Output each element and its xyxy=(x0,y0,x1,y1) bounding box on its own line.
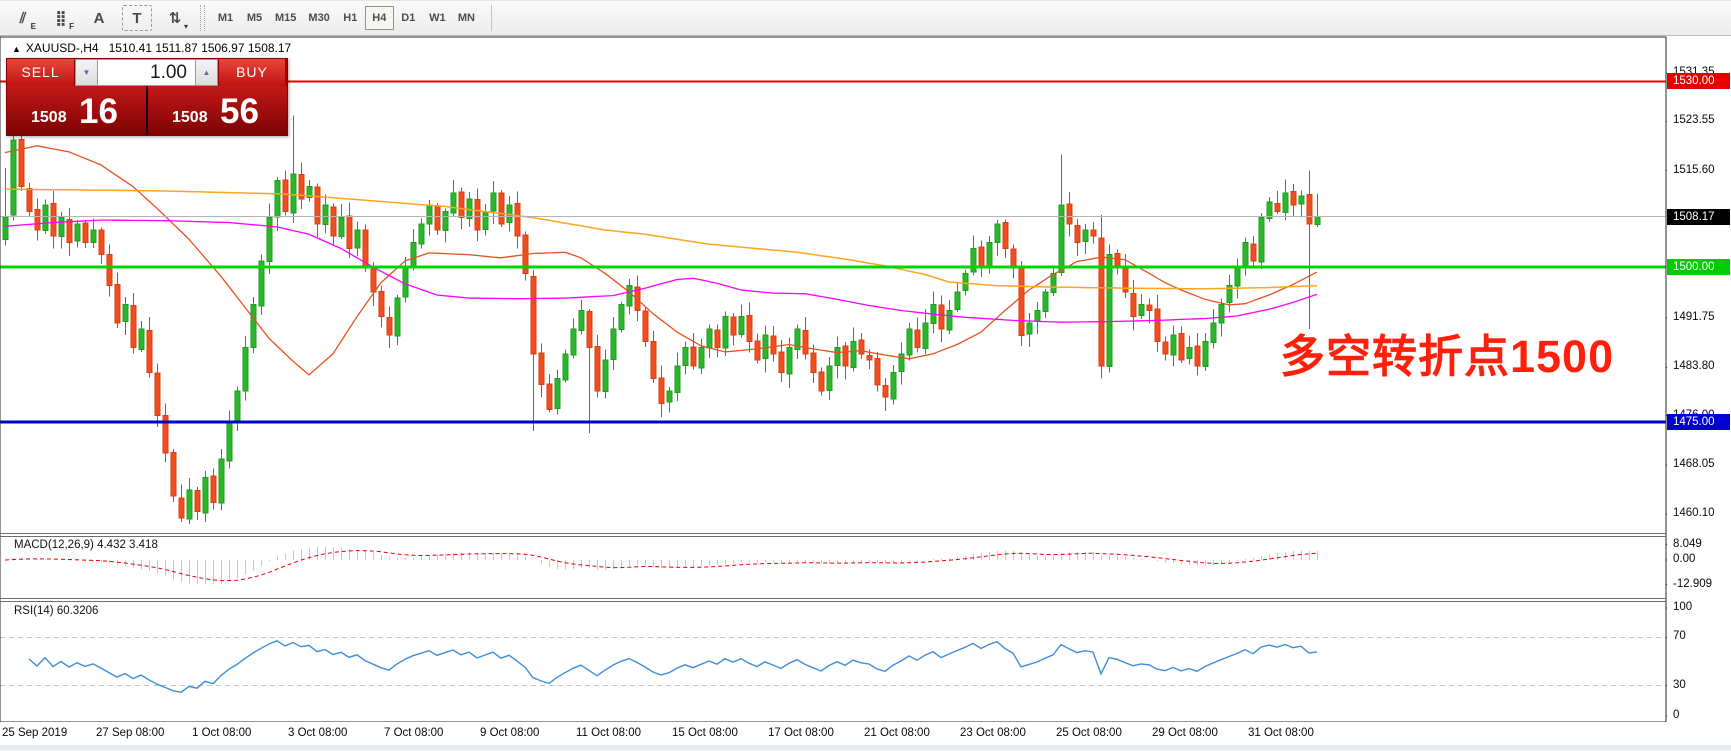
icon-sub: F xyxy=(69,22,74,31)
tab-timeframe-h4[interactable]: H4 xyxy=(364,6,394,30)
macd-histogram xyxy=(13,546,1318,585)
time-axis-label: 15 Oct 08:00 xyxy=(672,727,738,739)
tab-timeframe-d1[interactable]: D1 xyxy=(401,12,416,24)
macd-scale-label: 8.049 xyxy=(1673,537,1702,550)
macd-signal-line xyxy=(4,550,1318,582)
fibonacci-icon[interactable]: ⣿ F xyxy=(46,5,76,31)
icon-sub: ▾ xyxy=(183,22,188,31)
tab-timeframe-mn[interactable]: MN xyxy=(457,12,475,24)
price-badge-1530.00: 1530.00 xyxy=(1667,73,1730,90)
tab-timeframe-h1[interactable]: H1 xyxy=(343,12,358,24)
price-badge-1475.00: 1475.00 xyxy=(1667,413,1730,430)
lot-increase-button[interactable]: ▲ xyxy=(195,59,218,86)
icon-glyph: ⣿ xyxy=(55,10,67,27)
icon-glyph: A xyxy=(93,9,105,27)
price-axis-label: 1468.05 xyxy=(1673,457,1715,470)
trade-panel-controls: SELL ▼ 1.00 ▲ BUY xyxy=(7,59,287,86)
time-axis-label: 31 Oct 08:00 xyxy=(1248,727,1314,739)
buy-button[interactable]: BUY xyxy=(218,59,285,86)
toolbar: ⫽ E ⣿ F A T ⇅ ▾ M1 M5 M15 M30 H1 H4 D1 W1 M… xyxy=(0,0,1731,36)
time-axis-label: 25 Sep 2019 xyxy=(2,727,68,739)
rsi-line xyxy=(28,640,1318,694)
time-axis-label: 17 Oct 08:00 xyxy=(768,727,834,739)
toolbar-separator xyxy=(200,5,205,31)
rsi-scale-label: 70 xyxy=(1673,630,1686,643)
collapse-arrow-icon[interactable]: ▲ xyxy=(12,44,21,54)
time-axis-label: 9 Oct 08:00 xyxy=(480,727,540,739)
arrows-icon[interactable]: ⇅ ▾ xyxy=(160,5,190,31)
bid-price-minor: 16 xyxy=(79,92,118,131)
macd-scale-label: 0.00 xyxy=(1673,553,1696,565)
ask-quote[interactable]: 1508 56 xyxy=(148,86,287,135)
scrollbar-strip xyxy=(0,745,1731,751)
tab-timeframe-m5[interactable]: M5 xyxy=(246,12,263,24)
rsi-scale-label: 100 xyxy=(1673,601,1693,613)
ma-slow-line xyxy=(4,188,1318,290)
price-axis-label: 1523.55 xyxy=(1673,114,1715,127)
icon-glyph: T xyxy=(132,9,142,27)
macd-scale-label: -12.909 xyxy=(1673,577,1713,590)
trade-panel-quotes: 1508 16 1508 56 xyxy=(7,86,287,135)
macd-pane-label: MACD(12,26,9) 4.432 3.418 xyxy=(14,539,158,551)
tab-timeframe-m1[interactable]: M1 xyxy=(217,12,234,24)
time-axis-label: 23 Oct 08:00 xyxy=(960,727,1026,739)
ma-mid-line xyxy=(4,219,1318,323)
tab-timeframe-m15[interactable]: M15 xyxy=(275,12,297,24)
time-axis-label: 27 Sep 08:00 xyxy=(96,727,165,739)
tab-timeframe-m30[interactable]: M30 xyxy=(308,12,330,24)
price-axis-label: 1491.75 xyxy=(1673,311,1715,324)
chart-annotation-text: 多空转折点1500 xyxy=(1280,331,1615,382)
time-axis-label: 11 Oct 08:00 xyxy=(576,727,641,739)
chart-window xyxy=(0,37,1731,751)
candles-layer xyxy=(2,115,1321,524)
time-axis[interactable]: 25 Sep 2019 27 Sep 08:00 1 Oct 08:00 3 Oct … xyxy=(0,722,1731,745)
price-axis-label: 1460.10 xyxy=(1673,507,1715,520)
equidistant-channel-icon[interactable]: ⫽ E xyxy=(8,5,38,32)
symbol-header: ▲ XAUUSD-,H4 1510.41 1511.87 1506.97 1508.… xyxy=(12,41,291,55)
time-axis-label: 3 Oct 08:00 xyxy=(288,727,348,739)
symbol-name: XAUUSD-,H4 xyxy=(25,41,99,55)
time-axis-label: 21 Oct 08:00 xyxy=(864,727,930,739)
price-axis-label: 1483.80 xyxy=(1673,360,1715,373)
rsi-pane-label: RSI(14) 60.3206 xyxy=(14,605,99,617)
time-axis-label: 29 Oct 08:00 xyxy=(1152,727,1218,739)
lot-size-input[interactable]: 1.00 xyxy=(98,59,195,86)
price-badge-1500.00: 1500.00 xyxy=(1667,259,1730,276)
time-axis-label: 7 Oct 08:00 xyxy=(384,727,444,739)
symbol-ohlc: 1510.41 1511.87 1506.97 1508.17 xyxy=(108,41,292,55)
time-axis-label: 25 Oct 08:00 xyxy=(1056,727,1122,739)
ma-fast-line xyxy=(4,145,1318,376)
one-click-trade-panel: SELL ▼ 1.00 ▲ BUY 1508 16 1508 56 xyxy=(6,58,288,136)
price-badge-1508.17: 1508.17 xyxy=(1667,208,1730,225)
text-box-icon[interactable]: T xyxy=(122,5,152,31)
bid-price-major: 1508 xyxy=(31,109,67,126)
ask-price-major: 1508 xyxy=(172,109,208,126)
icon-glyph: ⫽ xyxy=(19,9,27,27)
icon-glyph: ⇅ xyxy=(168,10,182,27)
lot-decrease-button[interactable]: ▼ xyxy=(75,59,98,86)
tab-timeframe-w1[interactable]: W1 xyxy=(429,12,446,24)
time-axis-label: 1 Oct 08:00 xyxy=(192,727,252,739)
price-axis-label: 1515.60 xyxy=(1673,163,1715,176)
rsi-scale-label: 30 xyxy=(1673,678,1686,691)
text-label-icon[interactable]: A xyxy=(84,5,114,31)
rsi-scale-label: 0 xyxy=(1673,709,1680,721)
bid-quote[interactable]: 1508 16 xyxy=(7,86,148,135)
price-axis[interactable]: 1531.351523.551515.601491.751483.801476.… xyxy=(1667,37,1731,722)
toolbar-separator xyxy=(490,5,492,31)
sell-button[interactable]: SELL xyxy=(7,59,75,86)
icon-sub: E xyxy=(30,22,36,31)
ask-price-minor: 56 xyxy=(220,92,259,131)
